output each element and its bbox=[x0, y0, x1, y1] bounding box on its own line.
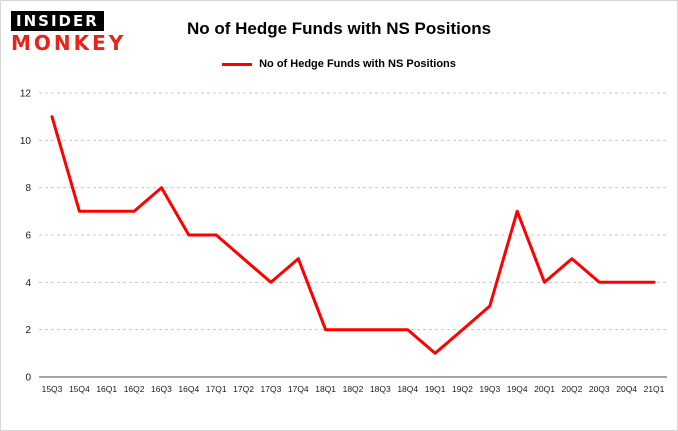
x-tick-label: 18Q2 bbox=[343, 384, 364, 394]
chart-legend: No of Hedge Funds with NS Positions bbox=[1, 58, 677, 70]
x-tick-label: 20Q2 bbox=[562, 384, 583, 394]
logo-insider-text: INSIDER bbox=[11, 11, 104, 31]
logo-monkey-text: MONKEY bbox=[11, 31, 127, 55]
x-tick-label: 18Q3 bbox=[370, 384, 391, 394]
x-tick-label: 17Q1 bbox=[206, 384, 227, 394]
y-tick-label: 12 bbox=[20, 89, 32, 100]
x-tick-label: 17Q4 bbox=[288, 384, 309, 394]
x-tick-label: 17Q2 bbox=[233, 384, 254, 394]
data-line bbox=[50, 115, 656, 355]
y-tick-label: 2 bbox=[25, 325, 31, 336]
x-tick-label: 15Q3 bbox=[42, 384, 63, 394]
y-tick-label: 4 bbox=[25, 278, 31, 289]
x-tick-label: 20Q4 bbox=[616, 384, 637, 394]
y-tick-label: 10 bbox=[20, 136, 32, 147]
x-tick-label: 18Q4 bbox=[397, 384, 418, 394]
insider-monkey-logo: INSIDER MONKEY bbox=[11, 11, 126, 53]
x-tick-label: 18Q1 bbox=[315, 384, 336, 394]
chart-title: No of Hedge Funds with NS Positions bbox=[186, 19, 492, 38]
y-tick-label: 6 bbox=[25, 231, 31, 242]
x-tick-label: 19Q3 bbox=[479, 384, 500, 394]
x-tick-label: 19Q2 bbox=[452, 384, 473, 394]
x-tick-label: 16Q3 bbox=[151, 384, 172, 394]
x-tick-label: 16Q1 bbox=[96, 384, 117, 394]
x-tick-label: 20Q3 bbox=[589, 384, 610, 394]
y-tick-label: 0 bbox=[25, 373, 31, 384]
x-tick-label: 15Q4 bbox=[69, 384, 90, 394]
x-tick-label: 20Q1 bbox=[534, 384, 555, 394]
x-tick-label: 21Q1 bbox=[644, 384, 665, 394]
x-tick-label: 19Q4 bbox=[507, 384, 528, 394]
legend-label: No of Hedge Funds with NS Positions bbox=[259, 58, 456, 70]
x-tick-label: 17Q3 bbox=[261, 384, 282, 394]
x-tick-label: 19Q1 bbox=[425, 384, 446, 394]
x-tick-label: 16Q4 bbox=[178, 384, 199, 394]
x-tick-label: 16Q2 bbox=[124, 384, 145, 394]
legend-line-swatch bbox=[222, 62, 253, 66]
y-tick-label: 8 bbox=[25, 183, 31, 194]
